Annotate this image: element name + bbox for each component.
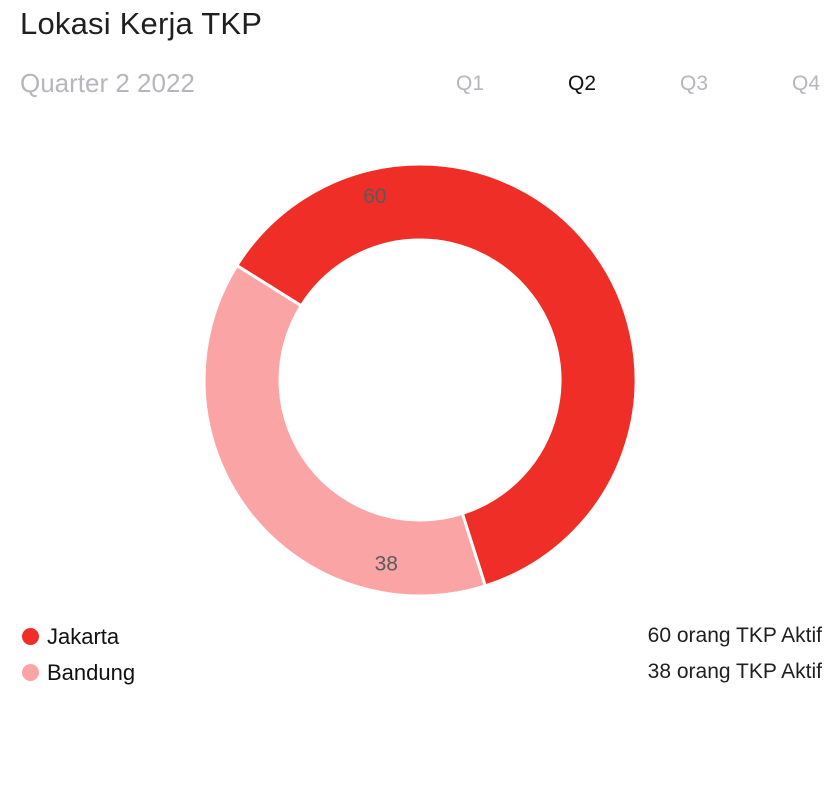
data-label-bandung: 38 bbox=[375, 553, 398, 576]
chart-title: Lokasi Kerja TKP bbox=[20, 6, 263, 41]
tab-q1[interactable]: Q1 bbox=[456, 72, 485, 95]
donut-chart: 60 38 bbox=[202, 162, 638, 598]
quarter-tabs: Q1 Q2 Q3 Q4 bbox=[0, 72, 840, 102]
slice-jakarta[interactable] bbox=[234, 162, 638, 588]
legend-label: Jakarta bbox=[47, 624, 120, 649]
legend-value: 60 orang TKP Aktif bbox=[647, 624, 822, 647]
tab-q3[interactable]: Q3 bbox=[680, 72, 709, 95]
legend-swatch-bandung bbox=[22, 664, 39, 681]
legend-item-bandung[interactable]: Bandung 38 orang TKP Aktif bbox=[22, 660, 822, 696]
legend-label: Bandung bbox=[47, 660, 136, 685]
slice-bandung[interactable] bbox=[202, 263, 488, 598]
tab-q2[interactable]: Q2 bbox=[568, 72, 597, 95]
tab-q4[interactable]: Q4 bbox=[792, 72, 821, 95]
legend-swatch-jakarta bbox=[22, 628, 39, 645]
legend-item-jakarta[interactable]: Jakarta 60 orang TKP Aktif bbox=[22, 624, 822, 660]
legend-value: 38 orang TKP Aktif bbox=[647, 660, 822, 683]
legend: Jakarta 60 orang TKP Aktif Bandung 38 or… bbox=[22, 624, 822, 696]
period-label: Quarter 2 2022 bbox=[20, 68, 195, 98]
data-label-jakarta: 60 bbox=[363, 185, 386, 208]
